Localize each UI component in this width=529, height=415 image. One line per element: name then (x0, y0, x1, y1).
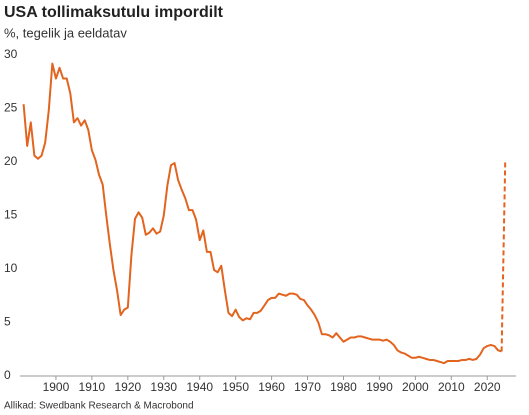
x-tick-label: 2010 (438, 380, 465, 394)
x-tick-label: 1930 (150, 380, 177, 394)
source: Allikad: Swedbank Research & Macrobond (4, 401, 194, 412)
y-tick-label: 25 (4, 101, 18, 115)
y-tick-label: 15 (4, 208, 18, 222)
x-tick-label: 2000 (402, 380, 429, 394)
x-tick-label: 1960 (258, 380, 285, 394)
forecast-line (500, 161, 507, 352)
x-tick-label: 1900 (43, 380, 70, 394)
x-tick-label: 2020 (474, 380, 501, 394)
data-line (22, 62, 502, 365)
y-tick-label: 5 (4, 315, 11, 329)
x-tick-label: 1990 (366, 380, 393, 394)
y-tick-label: 20 (4, 154, 18, 168)
x-tick-label: 1980 (330, 380, 357, 394)
chart-title: USA tollimaksutulu impordilt (4, 4, 224, 21)
chart-subtitle: %, tegelik ja eeldatav (4, 25, 127, 40)
x-tick-label: 1910 (79, 380, 106, 394)
x-tick-label: 1920 (114, 380, 141, 394)
y-tick-label: 10 (4, 261, 18, 275)
y-tick-label: 30 (4, 47, 18, 61)
y-tick-label: 0 (4, 368, 11, 382)
x-tick-label: 1940 (186, 380, 213, 394)
x-tick-label: 1950 (222, 380, 249, 394)
x-tick-label: 1970 (294, 380, 321, 394)
